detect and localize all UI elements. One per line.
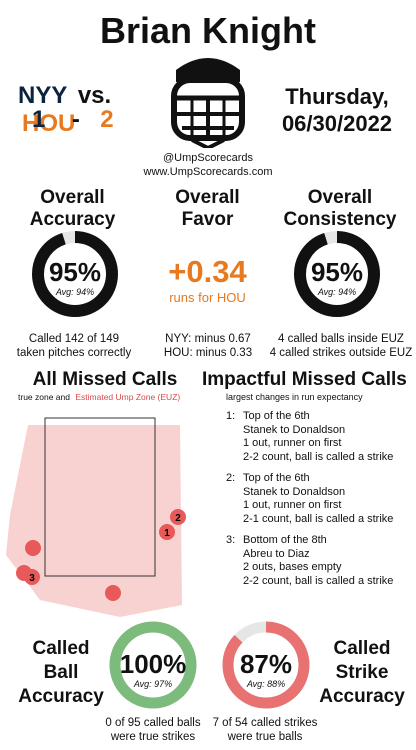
score-separator: - [71, 106, 80, 133]
missed-call-dot [25, 540, 41, 556]
ball-accuracy-avg: Avg: 97% [133, 679, 173, 689]
accuracy-title-line1: Overall [40, 187, 105, 208]
umpire-name: Brian Knight [100, 10, 316, 51]
impactful-line: Stanek to Donaldson [243, 485, 346, 498]
website: www.UmpScorecards.com [143, 166, 273, 178]
impactful-line: Stanek to Donaldson [243, 423, 346, 436]
missed-call-dot [159, 524, 175, 540]
impactful-line: 2-2 count, ball is called a strike [243, 574, 394, 587]
impactful-line: Top of the 6th [243, 410, 310, 422]
favor-sub: runs for HOU [169, 290, 246, 305]
accuracy-ring [32, 231, 118, 317]
ball-label-line3: Accuracy [18, 686, 104, 707]
accuracy-avg: Avg: 94% [55, 287, 95, 297]
impactful-item-1: 1: Top of the 6th Stanek to Donaldson 1 … [226, 410, 411, 464]
strike-accuracy-label: Called Strike Accuracy [310, 637, 414, 709]
ball-accuracy-value: 100% [119, 649, 187, 679]
vs-label: vs. [77, 82, 112, 109]
favor-note-line1: NYY: minus 0.67 [165, 333, 251, 345]
twitter-handle: @UmpScorecards [162, 152, 254, 164]
strike-accuracy-ring [222, 621, 310, 709]
strike-accuracy-avg: Avg: 88% [246, 679, 286, 689]
impactful-subtitle: largest changes in run expectancy [226, 392, 363, 402]
umpire-mask-logo [171, 58, 245, 148]
true-strike-zone [44, 417, 156, 577]
strike-label-line1: Called [333, 638, 391, 659]
impactful-line: 1 out, runner on first [243, 437, 342, 449]
away-team: NYY [18, 82, 68, 109]
ball-label-line1: Called [32, 638, 90, 659]
home-score: 2 [100, 106, 114, 133]
legend-euz: Estimated Ump Zone (EUZ) [75, 392, 181, 402]
consistency-avg: Avg: 94% [317, 287, 357, 297]
impactful-num-3: 3: [226, 534, 236, 546]
impactful-line: 2-1 count, ball is called a strike [243, 512, 394, 525]
game-date: 06/30/2022 [281, 111, 393, 136]
accuracy-note: Called 142 of 149 taken pitches correctl… [4, 332, 144, 360]
consistency-note-line1: 4 called balls inside EUZ [278, 333, 404, 345]
consistency-value: 95% [310, 257, 364, 287]
marker-2: 2 [175, 513, 181, 524]
favor-note: NYY: minus 0.67 HOU: minus 0.33 [148, 332, 268, 360]
impactful-line: Abreu to Diaz [243, 547, 310, 560]
consistency-note: 4 called balls inside EUZ 4 called strik… [268, 332, 414, 360]
impactful-line: 2 outs, bases empty [243, 561, 342, 573]
matchup: NYY vs. HOU [18, 82, 143, 138]
favor-title: Overall Favor [145, 187, 270, 231]
ball-note-line2: were true strikes [110, 731, 196, 743]
ball-accuracy-label: Called Ball Accuracy [6, 637, 116, 709]
impactful-line: 2-2 count, ball is called a strike [243, 450, 394, 463]
ball-label-line2: Ball [43, 662, 79, 683]
missed-calls-plot: 1 2 3 [6, 417, 186, 617]
strike-accuracy-note: 7 of 54 called strikes were true balls [200, 716, 330, 744]
consistency-note-line2: 4 called strikes outside EUZ [269, 347, 413, 359]
ball-accuracy-ring [109, 621, 197, 709]
ball-note-line1: 0 of 95 called balls [105, 717, 201, 729]
impactful-line: Top of the 6th [243, 472, 310, 484]
consistency-title-line1: Overall [307, 187, 373, 208]
favor-note-line2: HOU: minus 0.33 [163, 347, 253, 359]
missed-legend: true zone and Estimated Ump Zone (EUZ) [18, 392, 218, 402]
legend-true-zone: true zone and [18, 392, 70, 402]
game-day: Thursday, [285, 84, 389, 109]
away-score: 1 [32, 106, 46, 133]
strike-label-line3: Accuracy [319, 686, 405, 707]
impactful-line: 1 out, runner on first [243, 499, 342, 511]
marker-1: 1 [164, 528, 170, 539]
home-team: HOU [22, 110, 76, 137]
ball-accuracy-note: 0 of 95 called balls were true strikes [88, 716, 218, 744]
strike-note-line2: were true balls [227, 731, 303, 743]
strike-note-line1: 7 of 54 called strikes [212, 717, 318, 729]
missed-call-dot [24, 569, 40, 585]
strike-label-line2: Strike [335, 662, 389, 683]
missed-call-dot [170, 509, 186, 525]
favor-title-line2: Favor [181, 209, 234, 230]
impactful-title: Impactful Missed Calls [202, 369, 407, 390]
score-line: 1 - 2 [32, 106, 114, 134]
missed-calls-title: All Missed Calls [32, 369, 178, 390]
consistency-title-line2: Consistency [283, 209, 397, 230]
impactful-line: Bottom of the 8th [243, 534, 327, 546]
favor-title-line1: Overall [175, 187, 240, 208]
accuracy-title: Overall Accuracy [10, 187, 135, 231]
impactful-item-2: 2: Top of the 6th Stanek to Donaldson 1 … [226, 472, 411, 526]
strike-accuracy-value: 87% [239, 649, 293, 679]
euz-region [6, 425, 182, 617]
consistency-title: Overall Consistency [270, 187, 410, 231]
favor-value: +0.34 [168, 254, 247, 289]
accuracy-note-line2: taken pitches correctly [16, 347, 132, 359]
accuracy-value: 95% [48, 257, 102, 287]
impactful-num-1: 1: [226, 410, 236, 422]
consistency-ring [294, 231, 380, 317]
marker-3: 3 [29, 573, 35, 584]
impactful-num-2: 2: [226, 472, 236, 484]
accuracy-title-line2: Accuracy [29, 209, 116, 230]
accuracy-note-line1: Called 142 of 149 [28, 333, 120, 345]
impactful-item-3: 3: Bottom of the 8th Abreu to Diaz 2 out… [226, 534, 411, 588]
missed-call-dot [105, 585, 121, 601]
